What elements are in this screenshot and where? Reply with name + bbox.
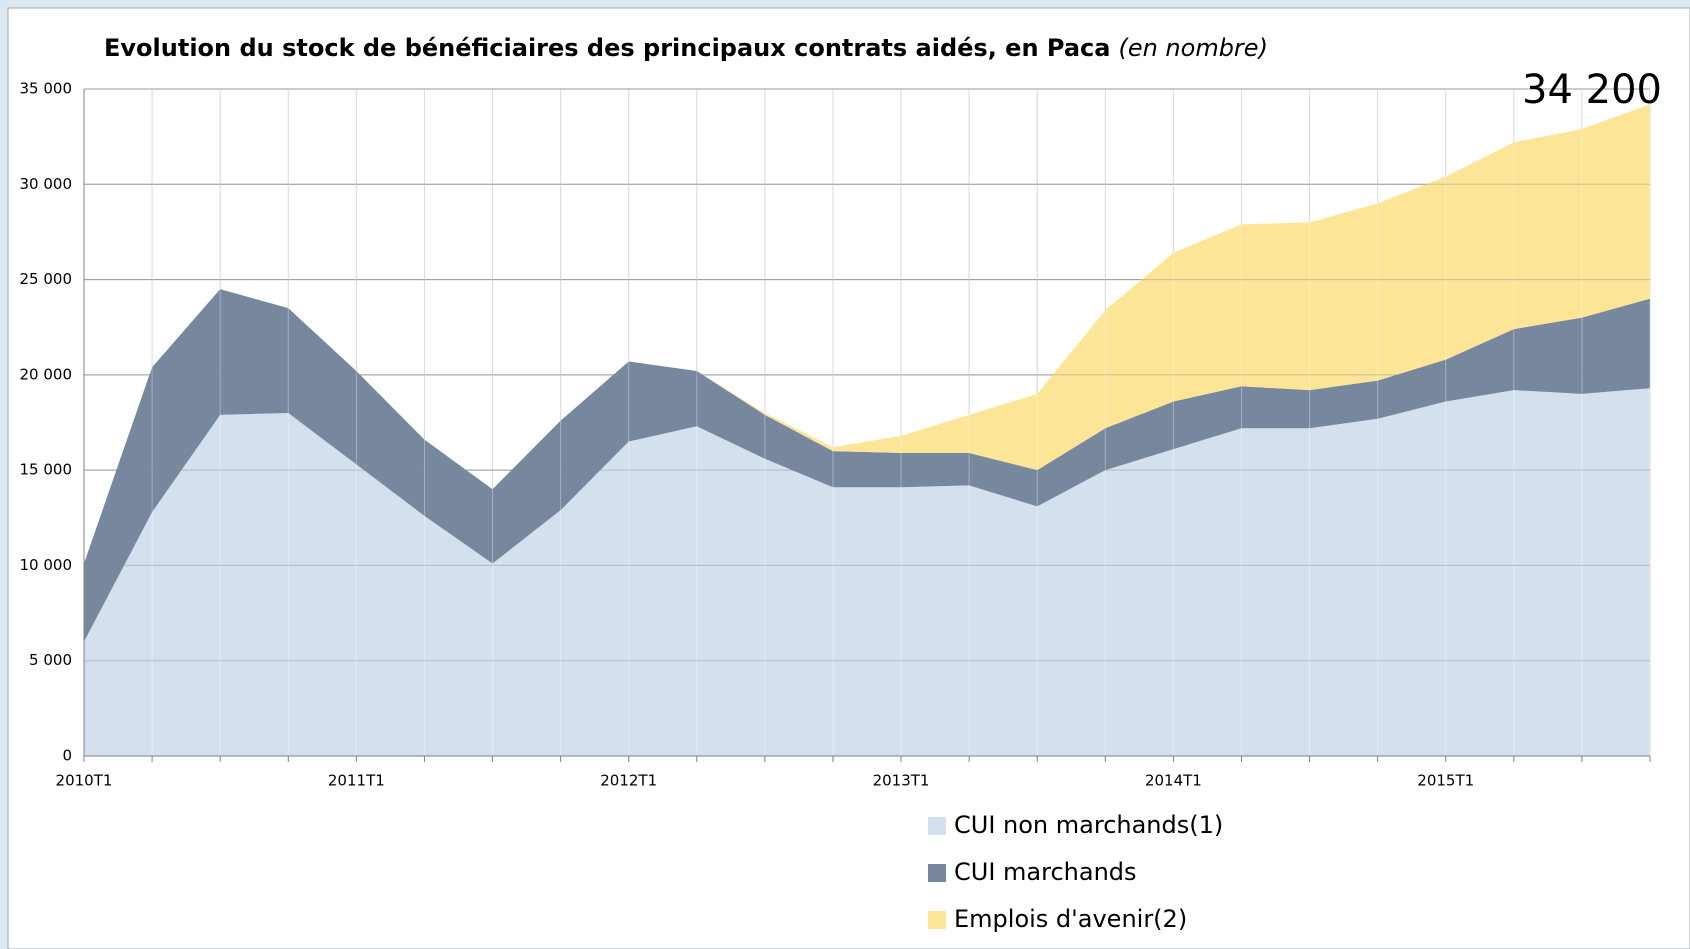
legend-swatch [928, 864, 946, 882]
annotation: 34 200 [1522, 67, 1662, 113]
y-tick-label: 25 000 [20, 270, 73, 288]
title-main: Evolution du stock de bénéficiaires des … [104, 34, 1110, 62]
x-tick-label: 2015T1 [1417, 772, 1474, 790]
y-tick-label: 35 000 [20, 80, 73, 98]
y-tick-label: 30 000 [20, 175, 73, 193]
legend-swatch [928, 911, 946, 929]
area [84, 104, 1650, 564]
legend-label: CUI marchands [954, 858, 1137, 886]
y-tick-label: 15 000 [20, 461, 73, 479]
title-unit: (en nombre) [1118, 34, 1267, 62]
y-tick-label: 5 000 [29, 651, 72, 669]
area [84, 289, 1650, 642]
legend-swatch [928, 817, 946, 835]
chart-title: Evolution du stock de bénéficiaires des … [104, 34, 1268, 62]
area [84, 388, 1650, 756]
x-tick-label: 2010T1 [56, 772, 113, 790]
y-tick-label: 10 000 [20, 556, 73, 574]
y-tick-label: 0 [62, 747, 72, 765]
legend-label: CUI non marchands(1) [954, 811, 1223, 839]
x-tick-label: 2014T1 [1145, 772, 1202, 790]
x-tick-label: 2011T1 [328, 772, 385, 790]
y-tick-label: 20 000 [20, 365, 73, 383]
x-tick-label: 2012T1 [600, 772, 657, 790]
legend-label: Emplois d'avenir(2) [954, 905, 1187, 933]
x-tick-label: 2013T1 [873, 772, 930, 790]
